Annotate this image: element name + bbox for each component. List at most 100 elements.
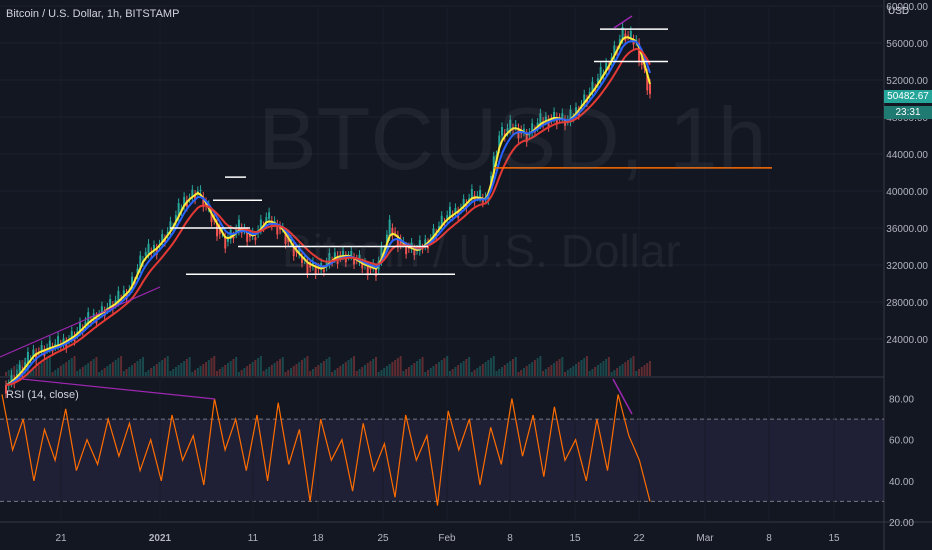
volume-bar: [465, 359, 468, 376]
volume-bar: [363, 365, 366, 376]
ema-slow-line: [5, 47, 651, 387]
volume-bar: [87, 363, 90, 376]
volume-bar: [514, 357, 517, 376]
volume-bar: [254, 360, 257, 376]
volume-bar: [347, 360, 350, 376]
candle-body: [361, 263, 364, 269]
volume-bar: [325, 359, 328, 376]
volume-bar: [205, 362, 208, 376]
volume-bar: [607, 357, 610, 376]
volume-bar: [402, 371, 405, 376]
volume-bar: [183, 361, 186, 376]
trendline-price-up: [0, 286, 161, 358]
candle-body: [509, 119, 512, 130]
candle-body: [470, 188, 473, 199]
candle-body: [322, 269, 325, 272]
volume-bar: [125, 369, 128, 376]
candle-body: [638, 43, 641, 62]
candle-body: [191, 189, 194, 197]
volume-bar: [413, 363, 416, 376]
volume-bar: [114, 360, 117, 376]
time-tick-label: 8: [766, 533, 772, 544]
volume-bar: [468, 357, 471, 376]
price-tick-label: 36000.00: [886, 224, 928, 235]
volume-bar: [542, 371, 545, 376]
candle-body: [605, 62, 608, 71]
time-tick-label: 8: [507, 533, 513, 544]
volume-bar: [646, 363, 649, 376]
volume-bar: [517, 372, 520, 376]
volume-bar: [70, 358, 73, 376]
volume-bar: [520, 370, 523, 376]
candle-body: [462, 198, 465, 207]
candle-body: [78, 322, 81, 332]
time-tick-label: 2021: [149, 533, 172, 544]
volume-bar: [221, 367, 224, 376]
volume-bar: [503, 365, 506, 376]
volume-bar: [585, 356, 588, 376]
volume-bar: [10, 368, 13, 376]
volume-bar: [533, 360, 536, 376]
candle-body: [640, 53, 643, 66]
volume-bar: [128, 367, 131, 376]
candle-body: [199, 189, 202, 191]
volume-bar: [152, 366, 155, 376]
volume-bar: [462, 361, 465, 376]
volume-bar: [276, 361, 279, 376]
candle-body: [555, 117, 558, 125]
volume-bar: [572, 366, 575, 376]
candle-body: [649, 83, 651, 94]
candle-body: [394, 231, 397, 233]
price-tick-label: 44000.00: [886, 150, 928, 161]
volume-bar: [638, 369, 641, 376]
candle-body: [163, 239, 166, 243]
volume-bar: [547, 367, 550, 376]
volume-bar: [237, 372, 240, 376]
volume-bar: [235, 357, 238, 376]
candle-body: [591, 81, 594, 93]
candle-body: [109, 299, 112, 308]
volume-bar: [229, 361, 232, 376]
volume-bar: [207, 360, 210, 376]
volume-bar: [561, 357, 564, 376]
candle-body: [405, 246, 408, 255]
volume-bar: [232, 359, 235, 376]
candle-body: [437, 226, 440, 230]
candle-body: [561, 113, 564, 119]
volume-bar: [109, 364, 112, 376]
volume-bar: [490, 358, 493, 376]
candle-body: [284, 232, 287, 244]
candle-body: [26, 351, 29, 364]
volume-bar: [172, 369, 175, 376]
candle-body: [374, 268, 377, 277]
volume-bar: [476, 368, 479, 376]
volume-bar: [131, 365, 134, 376]
volume-bar: [446, 356, 449, 376]
candle-body: [473, 195, 476, 202]
candle-body: [492, 156, 495, 175]
candle-body: [627, 35, 630, 37]
candle-body: [569, 109, 572, 122]
volume-bar: [268, 367, 271, 376]
volume-bar: [26, 356, 29, 376]
currency-label: USD: [888, 6, 910, 17]
candle-body: [139, 255, 142, 269]
volume-bar: [613, 370, 616, 376]
volume-bar: [391, 362, 394, 376]
candle-body: [421, 248, 424, 250]
candle-body: [54, 343, 57, 347]
candle-body: [487, 195, 490, 201]
candle-body: [646, 73, 649, 91]
volume-bar: [68, 360, 71, 376]
time-tick-label: 21: [55, 533, 67, 544]
price-tick-label: 52000.00: [886, 76, 928, 87]
volume-bar: [81, 367, 84, 376]
candle-body: [342, 250, 345, 256]
candle-body: [131, 276, 134, 289]
candle-body: [279, 226, 282, 230]
candle-body: [583, 94, 586, 104]
volume-bar: [300, 360, 303, 376]
volume-bar: [196, 368, 199, 376]
volume-bar: [440, 360, 443, 376]
